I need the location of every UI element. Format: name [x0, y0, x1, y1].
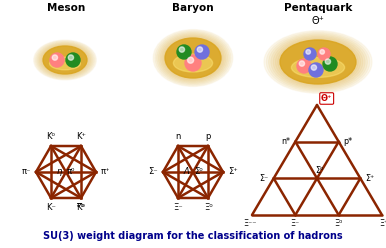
Circle shape	[325, 59, 330, 64]
Circle shape	[52, 55, 58, 60]
Ellipse shape	[36, 42, 93, 78]
Ellipse shape	[273, 36, 363, 88]
Circle shape	[179, 47, 185, 52]
Ellipse shape	[49, 57, 80, 70]
Ellipse shape	[153, 30, 233, 86]
Ellipse shape	[42, 45, 88, 75]
Ellipse shape	[269, 33, 367, 91]
Circle shape	[195, 45, 209, 59]
Text: K⁰: K⁰	[47, 132, 56, 141]
Text: n: n	[175, 132, 181, 141]
Circle shape	[306, 50, 310, 54]
Text: Ξ⁰: Ξ⁰	[335, 219, 343, 228]
Ellipse shape	[158, 33, 228, 83]
Text: Baryon: Baryon	[172, 3, 214, 13]
Ellipse shape	[39, 43, 91, 77]
Circle shape	[323, 57, 337, 71]
Text: Meson: Meson	[47, 3, 85, 13]
Ellipse shape	[173, 54, 213, 72]
Circle shape	[309, 63, 323, 77]
Text: η: η	[56, 166, 62, 176]
Ellipse shape	[276, 37, 361, 87]
Ellipse shape	[165, 38, 221, 78]
Text: Σ⁰: Σ⁰	[194, 166, 202, 176]
Ellipse shape	[163, 37, 223, 79]
Text: Σ⁺: Σ⁺	[228, 167, 238, 177]
Ellipse shape	[266, 32, 370, 92]
Circle shape	[311, 65, 317, 70]
Text: Σ⁺: Σ⁺	[365, 174, 374, 183]
Text: Σ⁻: Σ⁻	[148, 167, 158, 177]
Ellipse shape	[271, 35, 365, 89]
Text: Ξ⁰: Ξ⁰	[204, 203, 212, 212]
Circle shape	[299, 61, 305, 66]
Circle shape	[177, 45, 191, 59]
Text: K⁺: K⁺	[76, 132, 86, 141]
Ellipse shape	[41, 44, 90, 76]
Text: Ξ⁺: Ξ⁺	[379, 219, 386, 228]
Text: Σ⁰: Σ⁰	[315, 166, 323, 175]
Circle shape	[297, 59, 311, 73]
Ellipse shape	[155, 31, 231, 85]
Ellipse shape	[160, 34, 226, 82]
Text: n*: n*	[281, 137, 290, 146]
Ellipse shape	[43, 46, 87, 74]
Ellipse shape	[35, 41, 95, 79]
Ellipse shape	[278, 39, 358, 85]
Ellipse shape	[38, 43, 92, 77]
Text: p: p	[205, 132, 211, 141]
Circle shape	[197, 47, 203, 52]
Ellipse shape	[264, 31, 372, 93]
Circle shape	[50, 53, 64, 67]
Circle shape	[185, 55, 201, 71]
Text: Θ⁺: Θ⁺	[321, 94, 332, 103]
Text: Pentaquark: Pentaquark	[284, 3, 352, 13]
Circle shape	[188, 57, 194, 63]
Text: SU(3) weight diagram for the classification of hadrons: SU(3) weight diagram for the classificat…	[43, 231, 343, 241]
Circle shape	[68, 55, 74, 60]
Text: K⁻: K⁻	[46, 203, 56, 212]
Text: Σ⁻: Σ⁻	[259, 174, 269, 183]
Ellipse shape	[34, 40, 96, 80]
Text: p*: p*	[344, 137, 353, 146]
Text: K̅⁰: K̅⁰	[76, 203, 85, 212]
Ellipse shape	[291, 58, 345, 77]
Ellipse shape	[280, 40, 356, 84]
Text: Ξ⁻: Ξ⁻	[173, 203, 183, 212]
Text: π⁰: π⁰	[67, 166, 75, 176]
Ellipse shape	[162, 36, 224, 80]
Circle shape	[318, 48, 330, 60]
Circle shape	[66, 53, 80, 67]
Text: Ξ⁻: Ξ⁻	[291, 219, 300, 228]
Text: Θ⁺: Θ⁺	[312, 16, 325, 26]
Text: Ξ⁻⁻: Ξ⁻⁻	[243, 219, 257, 228]
Text: π⁺: π⁺	[101, 167, 110, 177]
Ellipse shape	[157, 32, 229, 84]
Text: π⁻: π⁻	[22, 167, 31, 177]
Text: ᵊ̅⁰: ᵊ̅⁰	[78, 203, 85, 212]
Text: Λ: Λ	[183, 166, 189, 176]
Circle shape	[304, 48, 316, 60]
Circle shape	[320, 50, 325, 54]
